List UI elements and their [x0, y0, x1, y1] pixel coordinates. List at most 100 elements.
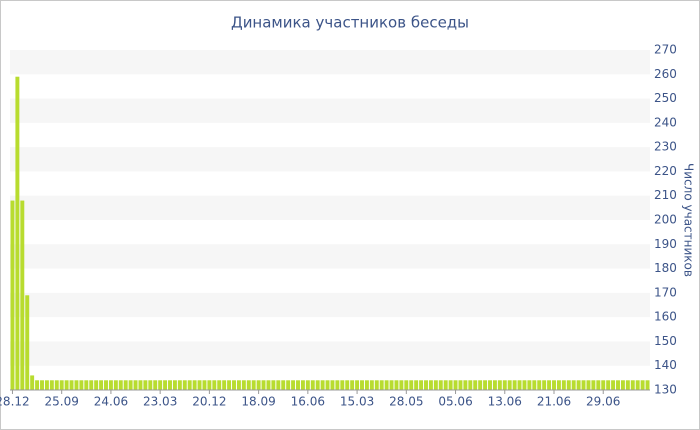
bar [340, 380, 345, 390]
bar [552, 380, 556, 390]
y-tick-label: 160 [654, 310, 677, 324]
bar [177, 380, 182, 390]
bar [222, 380, 227, 390]
bar [596, 380, 601, 390]
bar [94, 380, 99, 390]
bar [616, 380, 620, 390]
bar [266, 380, 271, 390]
bar [89, 380, 94, 390]
bar [192, 380, 197, 390]
bar [256, 380, 261, 390]
bar [330, 380, 335, 390]
y-tick-label: 270 [654, 43, 677, 57]
bar [15, 76, 20, 390]
bar [271, 380, 276, 390]
bar [187, 380, 192, 390]
bar [25, 295, 30, 390]
y-tick-label: 220 [654, 164, 677, 178]
bar [488, 380, 492, 390]
x-tick-label: 15.03 [340, 395, 374, 409]
grid-band [10, 292, 650, 318]
bar [473, 380, 478, 390]
bar [611, 380, 616, 390]
bar [217, 380, 222, 390]
bar [104, 380, 108, 390]
bar [281, 380, 286, 390]
bar [566, 380, 571, 390]
bar [512, 380, 517, 390]
bar [601, 380, 606, 390]
bar [310, 380, 315, 390]
bar [576, 380, 581, 390]
bar [320, 380, 325, 390]
bar [369, 380, 374, 390]
bar [625, 380, 630, 390]
bar [108, 380, 113, 390]
grid-band [10, 244, 650, 269]
x-tick-label: 24.06 [94, 395, 128, 409]
bar [542, 380, 547, 390]
bar [276, 380, 281, 390]
bar [350, 380, 355, 390]
y-tick-label: 170 [654, 285, 677, 299]
bar [261, 380, 266, 390]
grid-band [10, 341, 650, 366]
y-tick-label: 130 [654, 383, 677, 397]
bar [399, 380, 404, 390]
bar [414, 380, 419, 390]
grid-band [10, 98, 650, 123]
bar [463, 380, 468, 390]
bar [148, 380, 153, 390]
bar [300, 380, 305, 390]
bar [286, 380, 291, 390]
bar [79, 380, 84, 390]
x-tick-label: 21.06 [537, 395, 571, 409]
bar [640, 380, 645, 390]
y-tick-label: 190 [654, 237, 677, 251]
bar [389, 380, 394, 390]
bar [251, 380, 256, 390]
chart-title: Динамика участников беседы [231, 14, 469, 32]
bar [537, 380, 542, 390]
x-tick-label: 18.09 [241, 395, 275, 409]
bar [507, 380, 512, 390]
bar [424, 380, 428, 390]
bar [581, 380, 586, 390]
bar [478, 380, 483, 390]
y-tick-label: 260 [654, 67, 677, 81]
bar [379, 380, 384, 390]
x-tick-label: 28.05 [389, 395, 423, 409]
bar [143, 380, 148, 390]
bar [236, 380, 241, 390]
bar [522, 380, 527, 390]
bar [44, 380, 49, 390]
bar [207, 380, 212, 390]
bar [448, 380, 453, 390]
bar [532, 380, 537, 390]
bar [335, 380, 340, 390]
y-tick-label: 140 [654, 358, 677, 372]
bar [241, 380, 246, 390]
bar [20, 200, 25, 390]
bar [49, 380, 54, 390]
y-tick-label: 230 [654, 140, 677, 154]
bar [571, 380, 576, 390]
x-tick-label: 29.06 [586, 395, 620, 409]
bar [227, 380, 232, 390]
bar [360, 380, 364, 390]
bar [606, 380, 611, 390]
x-tick-label: 13.06 [488, 395, 522, 409]
bar [113, 380, 118, 390]
bar [517, 380, 522, 390]
bar [492, 380, 497, 390]
bar [409, 380, 414, 390]
y-tick-label: 180 [654, 261, 677, 275]
bar [172, 380, 177, 390]
bar [453, 380, 458, 390]
bar [133, 380, 138, 390]
x-tick-label: 23.03 [143, 395, 177, 409]
bar [556, 380, 561, 390]
bar [645, 380, 650, 390]
bar [153, 380, 158, 390]
x-tick-label: 05.06 [438, 395, 472, 409]
